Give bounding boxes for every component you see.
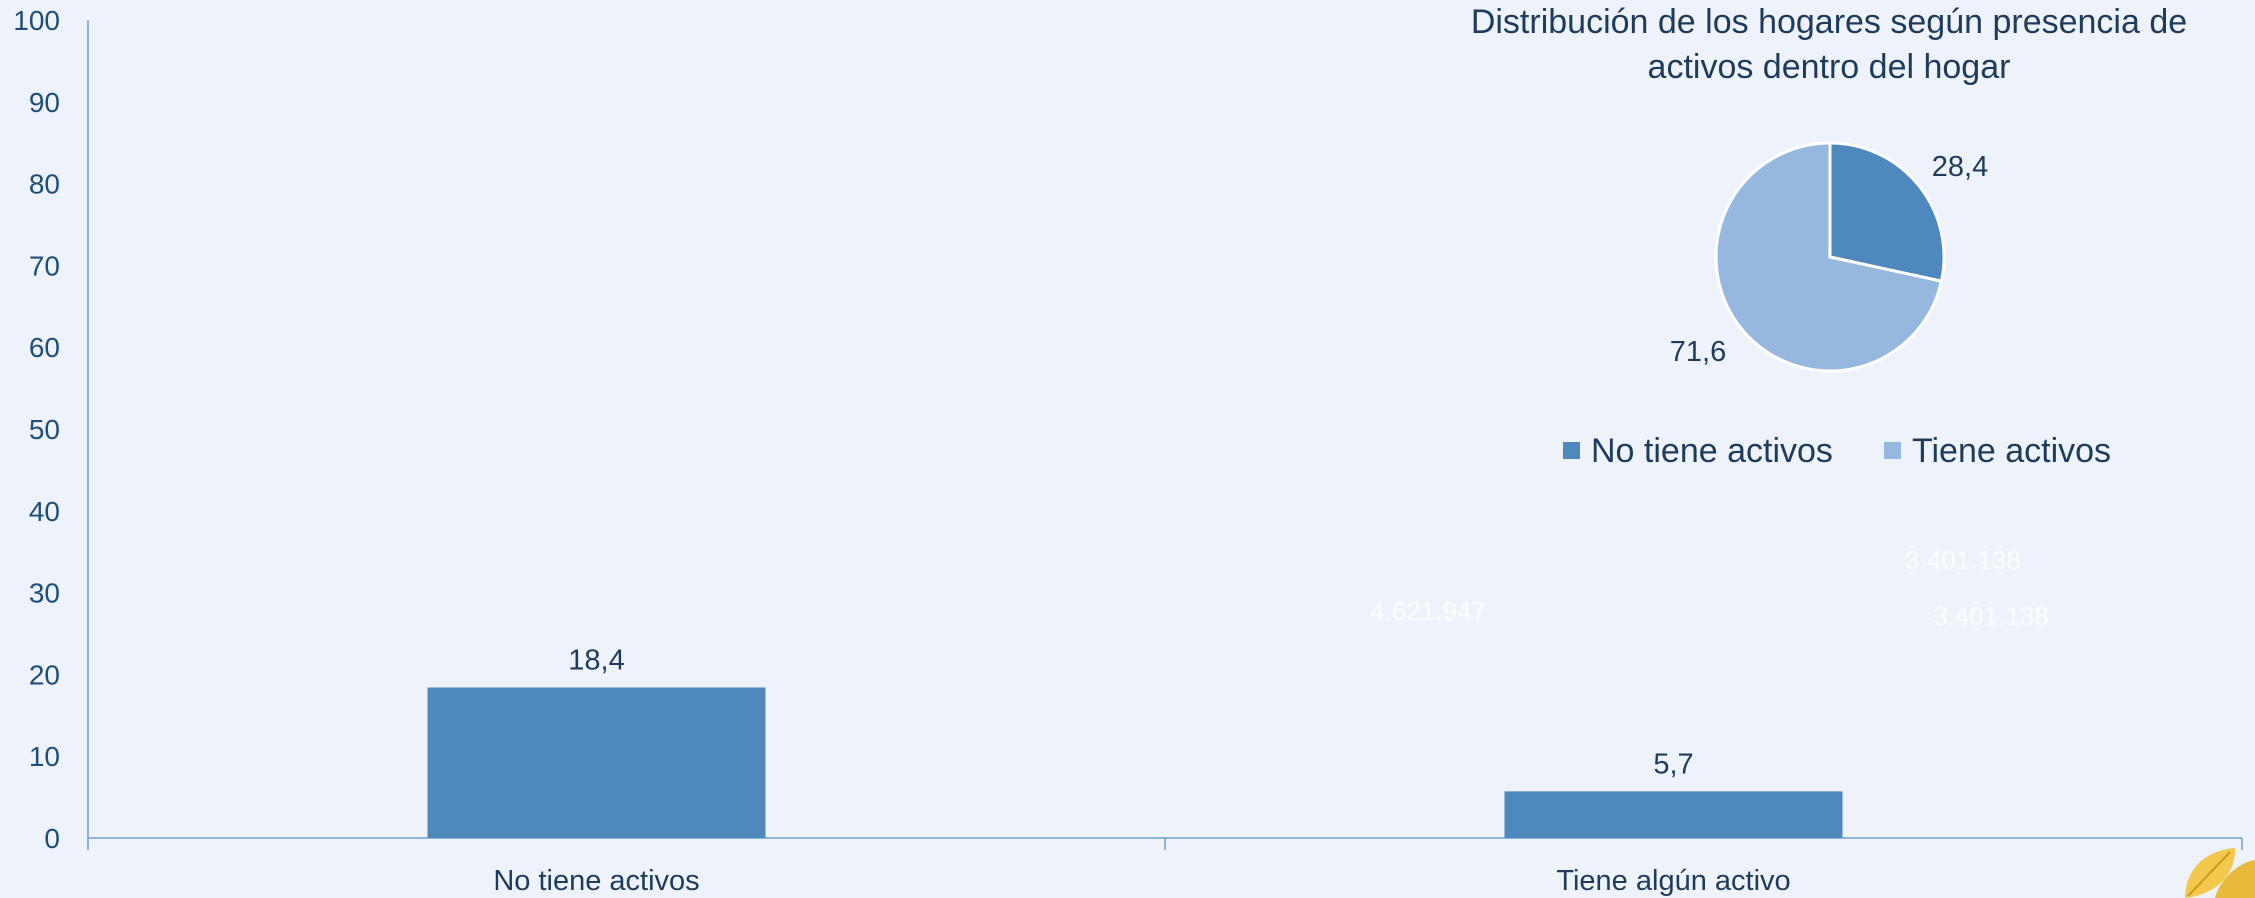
legend-label: No tiene activos — [1591, 432, 1833, 470]
pie-data-label: 71,6 — [1670, 336, 1726, 368]
ghost-value-label: 3.401.138 — [1905, 545, 2021, 575]
y-tick-label: 100 — [13, 5, 60, 36]
bar — [1504, 791, 1843, 838]
pie-data-label: 28,4 — [1932, 151, 1988, 183]
pie-title-line: Distribución de los hogares según presen… — [1471, 3, 2187, 41]
leaf-logo — [2185, 848, 2255, 898]
bar-data-label: 5,7 — [1653, 748, 1693, 780]
x-category-label: No tiene activos — [493, 865, 699, 897]
pie-slice — [1714, 141, 1944, 373]
y-tick-label: 80 — [29, 169, 60, 200]
pie-slice — [1828, 141, 1946, 283]
y-tick-label: 0 — [44, 823, 60, 854]
y-tick-label: 40 — [29, 496, 60, 527]
y-tick-label: 90 — [29, 87, 60, 118]
y-tick-label: 10 — [29, 741, 60, 772]
y-tick-label: 60 — [29, 332, 60, 363]
x-category-label: Tiene algún activo — [1556, 865, 1790, 897]
ghost-value-label: 4.621.947 — [1370, 596, 1486, 626]
pie-chart: Distribución de los hogares según presen… — [1471, 3, 2187, 470]
bar-chart: 0 10 20 30 40 50 60 70 80 90 100 18,4 No tiene activ… — [13, 5, 2243, 897]
pie-title-line: activos dentro del hogar — [1648, 48, 2011, 86]
legend-swatch — [1563, 442, 1580, 459]
y-tick-label: 30 — [29, 578, 60, 609]
legend-swatch — [1884, 442, 1901, 459]
legend-label: Tiene activos — [1912, 432, 2111, 470]
y-tick-label: 20 — [29, 659, 60, 690]
bar-data-label: 18,4 — [568, 644, 624, 676]
ghost-value-label: 3.401.138 — [1933, 601, 2049, 631]
y-tick-label: 70 — [29, 250, 60, 281]
y-tick-label: 50 — [29, 414, 60, 445]
bar — [427, 687, 766, 838]
